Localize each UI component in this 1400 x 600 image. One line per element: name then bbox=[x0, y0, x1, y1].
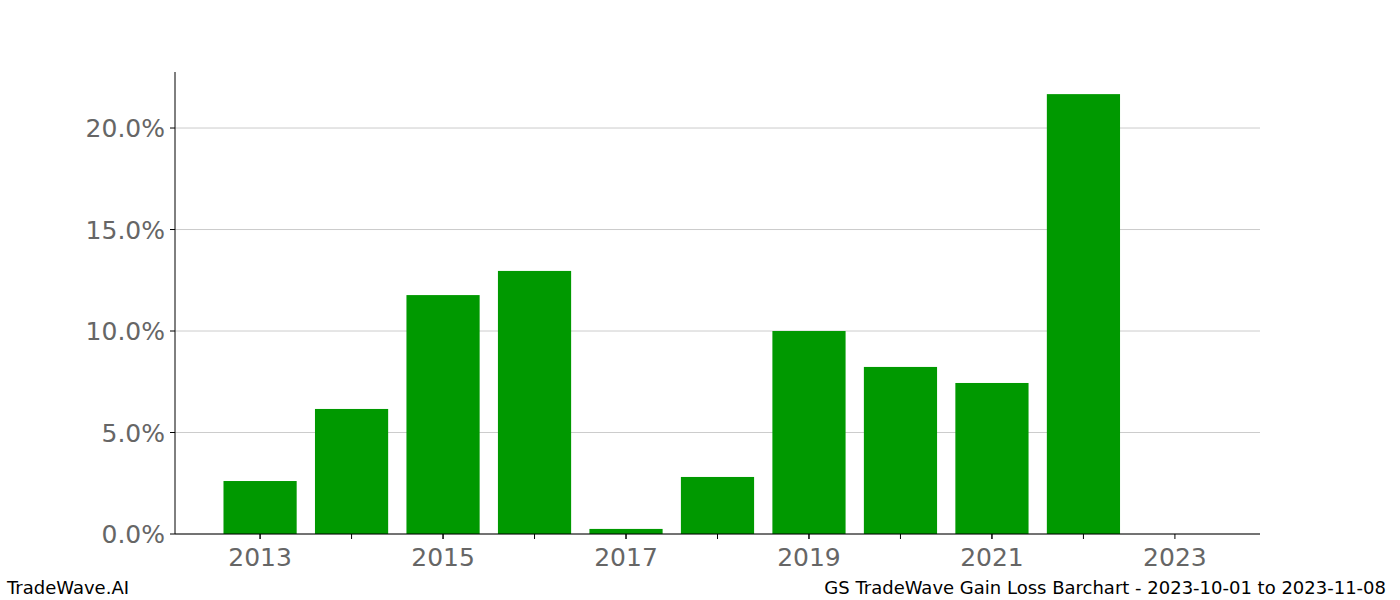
x-tick bbox=[1174, 534, 1175, 539]
annotation: TradeWave.AI bbox=[6, 577, 129, 598]
x-tick bbox=[443, 534, 444, 539]
y-axis-line bbox=[175, 72, 176, 534]
y-tick bbox=[170, 534, 175, 535]
x-tick-label: 2017 bbox=[594, 543, 658, 572]
y-tick-label: 15.0% bbox=[86, 216, 165, 245]
x-tick-label: 2021 bbox=[960, 543, 1024, 572]
x-minor-tick bbox=[351, 534, 352, 539]
x-tick-label: 2013 bbox=[228, 543, 292, 572]
y-tick bbox=[170, 128, 175, 129]
x-tick bbox=[808, 534, 809, 539]
x-minor-tick bbox=[808, 534, 809, 539]
x-minor-tick bbox=[991, 534, 992, 539]
x-tick-label: 2019 bbox=[777, 543, 841, 572]
bar bbox=[955, 383, 1028, 534]
x-minor-tick bbox=[443, 534, 444, 539]
bars bbox=[223, 94, 1120, 534]
x-tick-label: 2023 bbox=[1143, 543, 1207, 572]
bar bbox=[864, 367, 937, 534]
x-tick bbox=[260, 534, 261, 539]
bar bbox=[772, 331, 845, 534]
x-minor-tick bbox=[900, 534, 901, 539]
bar bbox=[498, 271, 571, 534]
y-tick-label: 0.0% bbox=[101, 520, 165, 549]
y-tick bbox=[170, 229, 175, 230]
x-tick bbox=[626, 534, 627, 539]
y-tick bbox=[170, 331, 175, 332]
x-minor-tick bbox=[1083, 534, 1084, 539]
x-tick bbox=[991, 534, 992, 539]
bar bbox=[223, 481, 296, 534]
title: GS TradeWave Gain Loss Barchart - 2023-1… bbox=[824, 577, 1386, 598]
x-minor-tick bbox=[717, 534, 718, 539]
x-minor-tick bbox=[534, 534, 535, 539]
y-tick-label: 10.0% bbox=[86, 317, 165, 346]
bar bbox=[406, 295, 479, 534]
bar bbox=[1047, 94, 1120, 534]
y-tick bbox=[170, 432, 175, 433]
bar bbox=[681, 477, 754, 534]
x-tick-label: 2015 bbox=[411, 543, 475, 572]
y-tick-label: 20.0% bbox=[86, 114, 165, 143]
bar bbox=[589, 529, 662, 534]
y-tick-label: 5.0% bbox=[101, 419, 165, 448]
bar bbox=[315, 409, 388, 534]
x-minor-tick bbox=[626, 534, 627, 539]
x-minor-tick bbox=[260, 534, 261, 539]
